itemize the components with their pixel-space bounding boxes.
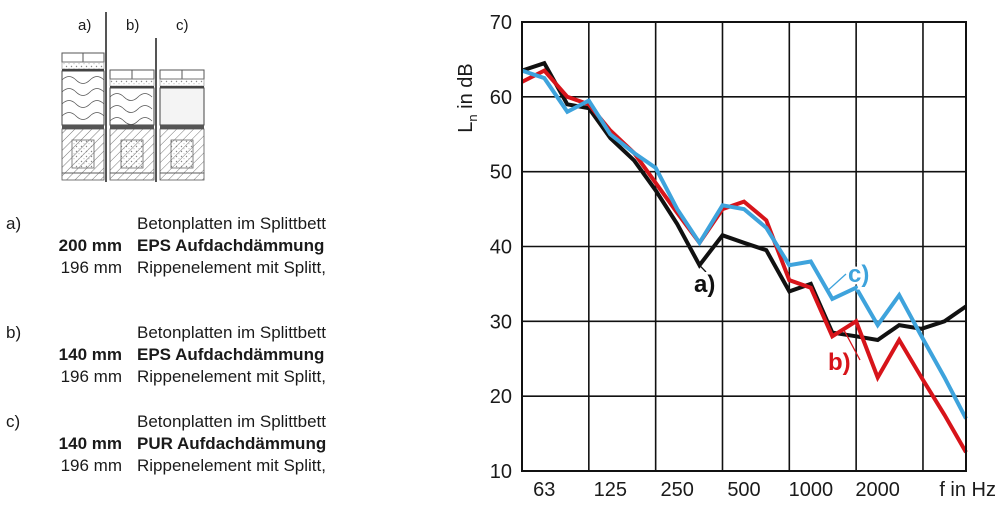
spec-layer-text: PUR Aufdachdämmung <box>137 434 327 453</box>
spec-layer-text: Betonplatten im Splittbett <box>137 323 327 342</box>
spec-letter: c) <box>6 412 21 431</box>
annotation-leader <box>698 264 707 273</box>
spec-block-c: c) Betonplatten im Splittbett 140 mm PUR … <box>0 411 420 477</box>
y-tick-label: 30 <box>490 311 512 333</box>
layer-section-drawing <box>61 12 205 182</box>
chart-grid <box>522 21 966 472</box>
y-axis-label-unit: in dB <box>455 63 477 114</box>
x-tick-label: 125 <box>594 479 627 501</box>
y-tick-label: 10 <box>490 461 512 483</box>
annotation-leader <box>826 273 847 292</box>
annotation-label-c: c) <box>848 261 869 288</box>
section-a <box>61 52 105 181</box>
annotation-halo: b) <box>828 349 851 376</box>
chart-frame <box>521 21 967 472</box>
x-tick-label: 500 <box>727 479 760 501</box>
spec-letter: b) <box>6 323 22 342</box>
y-tick-label: 20 <box>490 386 512 408</box>
spec-thickness: 140 mm <box>58 434 122 453</box>
spec-layer-text: Rippenelement mit Splitt, <box>137 258 326 277</box>
spec-layer-text: Betonplatten im Splittbett <box>137 412 327 431</box>
spec-thickness: 196 mm <box>60 258 122 277</box>
case-label-c: c) <box>176 17 189 34</box>
x-tick-label: 2000 <box>855 479 900 501</box>
spec-thickness: 140 mm <box>58 345 122 364</box>
case-label-b: b) <box>126 17 140 34</box>
annotation-halo: c) <box>848 261 869 288</box>
section-b <box>109 69 155 181</box>
series-line-a <box>521 60 968 343</box>
annotation-halo: a) <box>694 271 715 298</box>
x-tick-label: 63 <box>533 479 555 501</box>
impact-sound-chart: 10 20 30 40 50 60 70 63 125 250 500 1000 2000 f in Hz… <box>455 12 996 501</box>
y-tick-label: 70 <box>490 12 512 34</box>
spec-layer-text: Betonplatten im Splittbett <box>137 214 327 233</box>
plot-frame <box>521 21 967 472</box>
spec-layer-text: Rippenelement mit Splitt, <box>137 367 326 386</box>
construction-panel: a) b) c) <box>0 0 420 517</box>
spec-block-a: a) Betonplatten im Splittbett 200 mm EPS … <box>0 213 420 279</box>
series-line-c <box>521 68 968 420</box>
y-tick-label: 50 <box>490 162 512 184</box>
spec-thickness: 196 mm <box>60 456 122 475</box>
x-tick-label: 1000 <box>789 479 834 501</box>
spec-layer-text: EPS Aufdachdämmung <box>137 345 325 364</box>
annotation-label-a: a) <box>694 271 715 298</box>
section-c <box>159 69 205 181</box>
x-axis-label: f in Hz <box>939 479 996 501</box>
spec-layer-text: EPS Aufdachdämmung <box>137 236 325 255</box>
y-tick-label: 40 <box>490 237 512 259</box>
y-axis-label: Ln in dB <box>455 63 480 133</box>
y-axis-label-subscript: n <box>465 114 480 121</box>
chart-series <box>521 60 968 454</box>
spec-thickness: 196 mm <box>60 367 122 386</box>
annotation-label-b: b) <box>828 349 851 376</box>
chart-labels: 10 20 30 40 50 60 70 63 125 250 500 1000 2000 f in Hz… <box>455 12 996 501</box>
x-tick-label: 250 <box>660 479 693 501</box>
y-tick-label: 60 <box>490 87 512 109</box>
spec-layer-text: Rippenelement mit Splitt, <box>137 456 326 475</box>
case-label-a: a) <box>78 17 92 34</box>
spec-thickness: 200 mm <box>58 236 122 255</box>
spec-letter: a) <box>6 214 22 233</box>
annotation-leader <box>842 328 861 361</box>
spec-block-b: b) Betonplatten im Splittbett 140 mm EPS … <box>0 322 420 388</box>
y-axis-label-symbol: L <box>455 122 477 133</box>
